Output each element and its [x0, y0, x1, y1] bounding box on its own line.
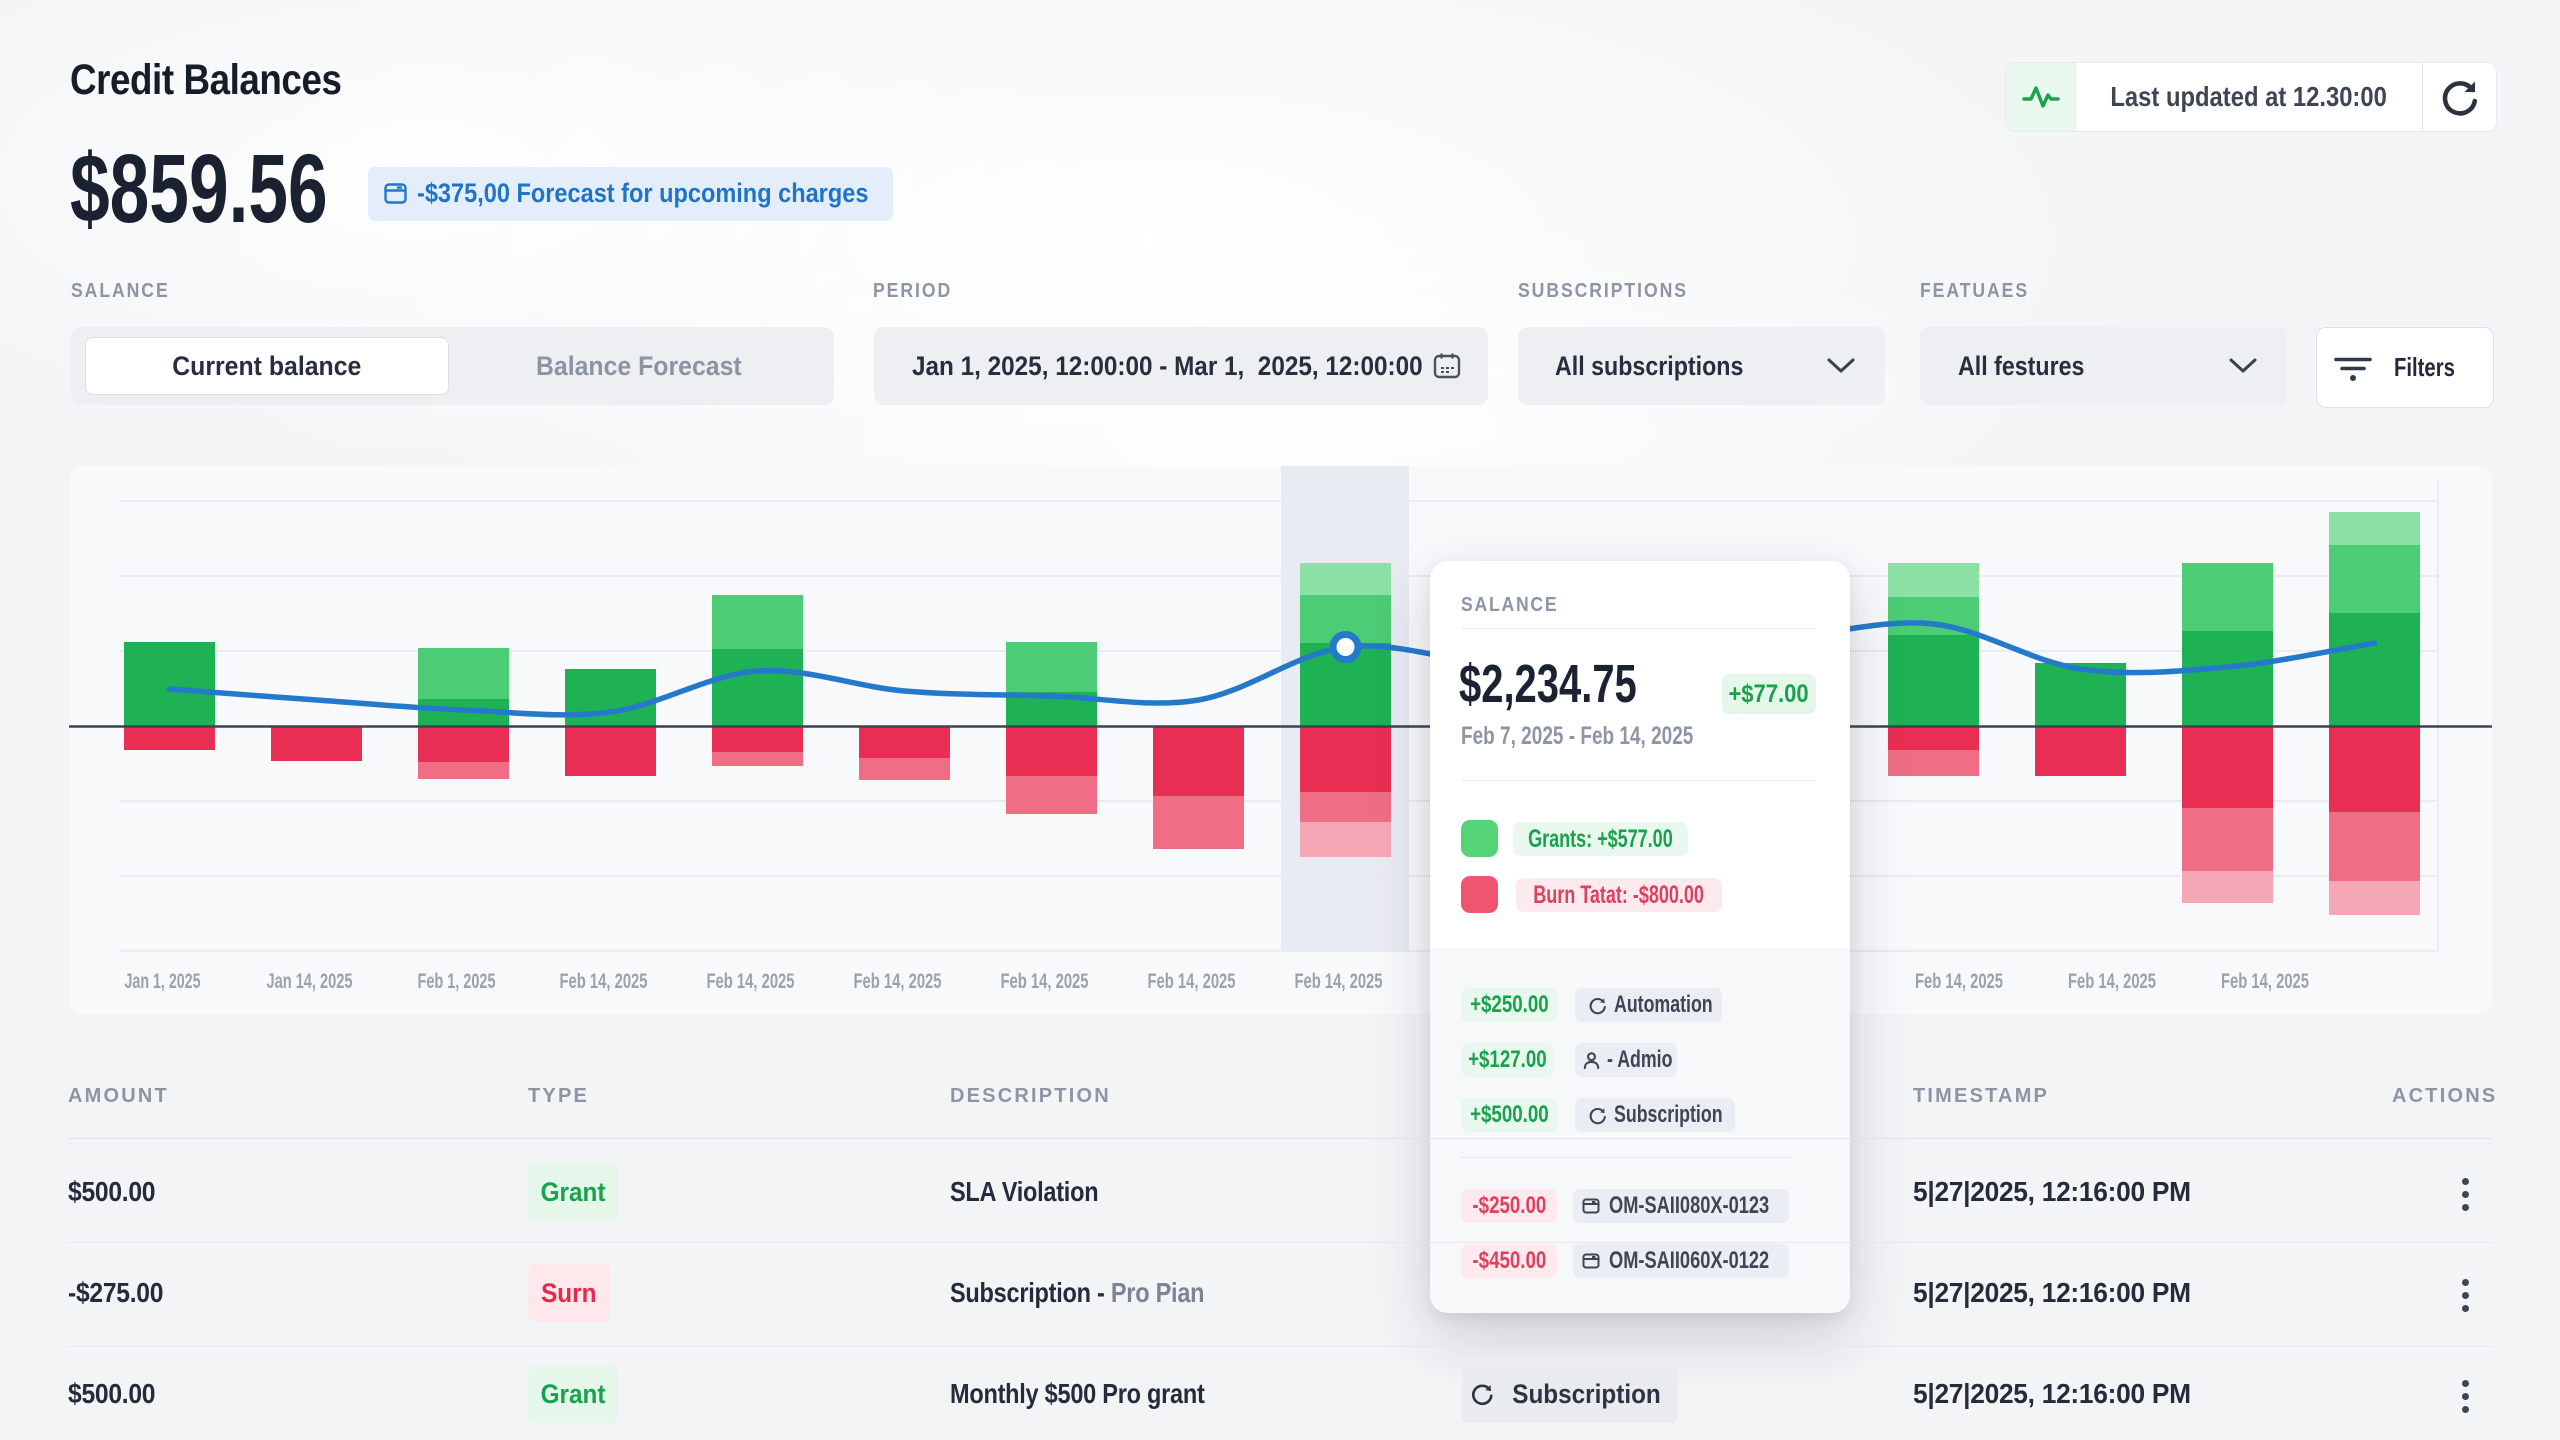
svg-text:Feb 14, 2025: Feb 14, 2025 — [1295, 969, 1383, 993]
svg-text:Jan 1, 2025: Jan 1, 2025 — [125, 969, 201, 993]
svg-text:Feb 14, 2025: Feb 14, 2025 — [1148, 969, 1236, 993]
svg-text:Jan 14, 2025: Jan 14, 2025 — [267, 969, 353, 993]
svg-text:Feb 14, 2025: Feb 14, 2025 — [854, 969, 942, 993]
svg-text:Feb 14, 2025: Feb 14, 2025 — [560, 969, 648, 993]
svg-text:Feb 14, 2025: Feb 14, 2025 — [1915, 969, 2003, 993]
svg-text:Feb 14, 2025: Feb 14, 2025 — [2068, 969, 2156, 993]
svg-text:Feb 14, 2025: Feb 14, 2025 — [2221, 969, 2309, 993]
svg-text:Feb 14, 2025: Feb 14, 2025 — [707, 969, 795, 993]
svg-text:Feb 1, 2025: Feb 1, 2025 — [418, 969, 496, 993]
svg-text:Feb 14, 2025: Feb 14, 2025 — [1001, 969, 1089, 993]
